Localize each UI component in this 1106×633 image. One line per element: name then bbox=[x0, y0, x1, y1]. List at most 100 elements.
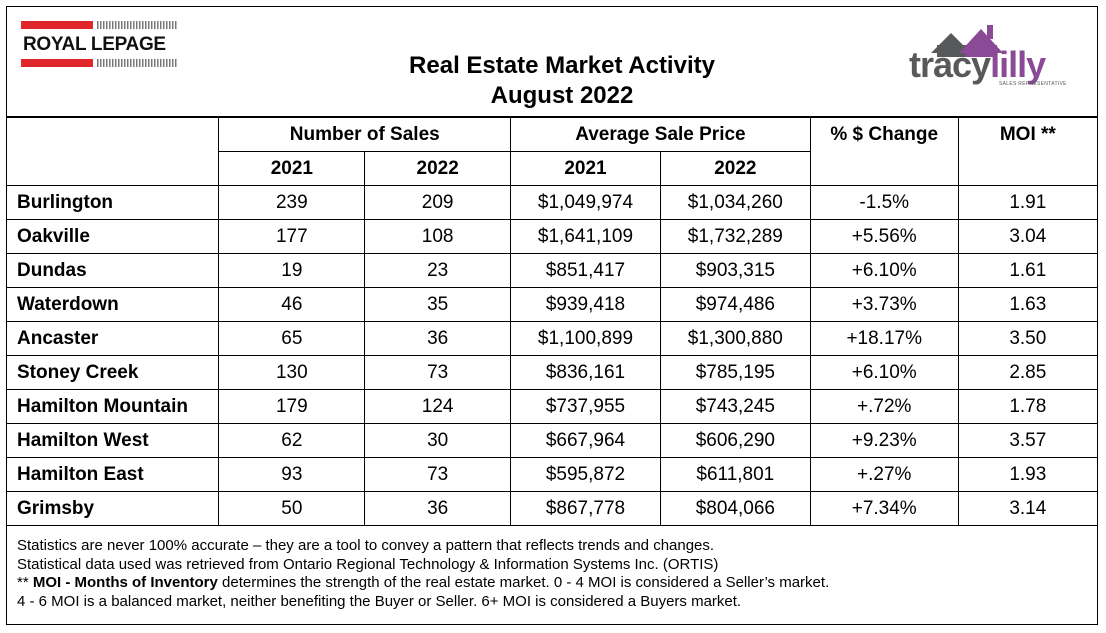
cell-city: Ancaster bbox=[7, 321, 220, 356]
cell-s2022: 36 bbox=[364, 321, 512, 356]
header-average-sale-price: Average Sale Price bbox=[510, 117, 811, 152]
cell-moi: 2.85 bbox=[957, 355, 1097, 390]
cell-s2022: 108 bbox=[364, 219, 512, 254]
cell-moi: 1.78 bbox=[957, 389, 1097, 424]
cell-p2022: $743,245 bbox=[659, 389, 811, 424]
cell-moi: 3.50 bbox=[957, 321, 1097, 356]
cell-p2022: $1,732,289 bbox=[659, 219, 811, 254]
cell-p2022: $804,066 bbox=[659, 491, 811, 526]
house-icon bbox=[931, 25, 1003, 57]
table-row: Dundas 19 23 $851,417 $903,315 +6.10% 1.61 bbox=[7, 253, 1097, 288]
cell-s2022: 124 bbox=[364, 389, 512, 424]
cell-p2022: $974,486 bbox=[659, 287, 811, 322]
cell-s2022: 73 bbox=[364, 355, 512, 390]
cell-p2022: $1,034,260 bbox=[659, 185, 811, 220]
table-subheader-row: 2021 2022 2021 2022 bbox=[7, 151, 1097, 186]
royal-lepage-logo: ROYAL LEPAGE bbox=[21, 17, 177, 73]
cell-city: Hamilton Mountain bbox=[7, 389, 220, 424]
subheader-blank-cell bbox=[7, 151, 220, 186]
cell-change: +3.73% bbox=[809, 287, 959, 322]
cell-s2021: 130 bbox=[218, 355, 366, 390]
table-row: Hamilton East 93 73 $595,872 $611,801 +.27% 1.… bbox=[7, 457, 1097, 492]
cell-p2022: $903,315 bbox=[659, 253, 811, 288]
cell-change: +6.10% bbox=[809, 355, 959, 390]
cell-moi: 1.93 bbox=[957, 457, 1097, 492]
report-frame: ROYAL LEPAGE Real Estate Market Activity… bbox=[6, 6, 1098, 625]
tracy-lilly-logo-text: tracylilly bbox=[909, 44, 1046, 85]
cell-p2021: $836,161 bbox=[510, 355, 661, 390]
table-row: Burlington 239 209 $1,049,974 $1,034,260 -1.5… bbox=[7, 185, 1097, 220]
cell-p2021: $595,872 bbox=[510, 457, 661, 492]
cell-s2021: 65 bbox=[218, 321, 366, 356]
cell-change: +5.56% bbox=[809, 219, 959, 254]
cell-p2021: $1,100,899 bbox=[510, 321, 661, 356]
footnote-2: Statistical data used was retrieved from… bbox=[17, 555, 719, 573]
cell-p2021: $667,964 bbox=[510, 423, 661, 458]
cell-s2021: 179 bbox=[218, 389, 366, 424]
cell-s2021: 62 bbox=[218, 423, 366, 458]
cell-change: +7.34% bbox=[809, 491, 959, 526]
cell-moi: 3.14 bbox=[957, 491, 1097, 526]
cell-city: Hamilton West bbox=[7, 423, 220, 458]
footnote-4: 4 - 6 MOI is a balanced market, neither … bbox=[17, 592, 742, 610]
cell-city: Stoney Creek bbox=[7, 355, 220, 390]
cell-city: Hamilton East bbox=[7, 457, 220, 492]
report-subtitle: August 2022 bbox=[490, 82, 634, 109]
table-row: Grimsby 50 36 $867,778 $804,066 +7.34% 3.14 bbox=[7, 491, 1097, 526]
cell-city: Waterdown bbox=[7, 287, 220, 322]
report-title: Real Estate Market Activity bbox=[409, 52, 715, 79]
table-row: Hamilton Mountain 179 124 $737,955 $743,245 +… bbox=[7, 389, 1097, 424]
table-body: Burlington 239 209 $1,049,974 $1,034,260 -1.5… bbox=[7, 185, 1097, 526]
table-row: Hamilton West 62 30 $667,964 $606,290 +9.23% 3… bbox=[7, 423, 1097, 458]
subheader-price-2022: 2022 bbox=[659, 151, 811, 186]
cell-s2021: 50 bbox=[218, 491, 366, 526]
cell-change: +6.10% bbox=[809, 253, 959, 288]
subheader-moi-blank bbox=[957, 151, 1097, 186]
table-row: Ancaster 65 36 $1,100,899 $1,300,880 +18.17% 3… bbox=[7, 321, 1097, 356]
cell-s2022: 73 bbox=[364, 457, 512, 492]
cell-p2021: $1,641,109 bbox=[510, 219, 661, 254]
cell-p2022: $1,300,880 bbox=[659, 321, 811, 356]
cell-city: Burlington bbox=[7, 185, 220, 220]
cell-s2022: 35 bbox=[364, 287, 512, 322]
cell-s2021: 93 bbox=[218, 457, 366, 492]
header-moi: MOI ** bbox=[957, 117, 1097, 152]
header-percent-change: % $ Change bbox=[809, 117, 959, 152]
subheader-change-blank bbox=[809, 151, 959, 186]
table-header-row: Number of Sales Average Sale Price % $ C… bbox=[7, 117, 1097, 152]
cell-p2021: $939,418 bbox=[510, 287, 661, 322]
cell-change: +18.17% bbox=[809, 321, 959, 356]
cell-city: Grimsby bbox=[7, 491, 220, 526]
cell-s2021: 19 bbox=[218, 253, 366, 288]
cell-s2021: 46 bbox=[218, 287, 366, 322]
cell-moi: 1.61 bbox=[957, 253, 1097, 288]
footnote-3: ** MOI - Months of Inventory determines … bbox=[17, 574, 830, 591]
cell-s2022: 23 bbox=[364, 253, 512, 288]
cell-p2021: $851,417 bbox=[510, 253, 661, 288]
header-number-of-sales: Number of Sales bbox=[218, 117, 512, 152]
cell-p2022: $611,801 bbox=[659, 457, 811, 492]
table-row: Waterdown 46 35 $939,418 $974,486 +3.73% 1.63 bbox=[7, 287, 1097, 322]
cell-p2021: $737,955 bbox=[510, 389, 661, 424]
cell-moi: 3.57 bbox=[957, 423, 1097, 458]
cell-city: Oakville bbox=[7, 219, 220, 254]
cell-p2022: $606,290 bbox=[659, 423, 811, 458]
cell-s2021: 239 bbox=[218, 185, 366, 220]
subheader-price-2021: 2021 bbox=[510, 151, 661, 186]
cell-change: +9.23% bbox=[809, 423, 959, 458]
cell-moi: 1.63 bbox=[957, 287, 1097, 322]
cell-s2022: 30 bbox=[364, 423, 512, 458]
subheader-sales-2021: 2021 bbox=[218, 151, 366, 186]
cell-s2021: 177 bbox=[218, 219, 366, 254]
footnote-1: Statistics are never 100% accurate – the… bbox=[17, 537, 715, 554]
cell-moi: 1.91 bbox=[957, 185, 1097, 220]
cell-p2021: $1,049,974 bbox=[510, 185, 661, 220]
table-row: Oakville 177 108 $1,641,109 $1,732,289 +5.56%… bbox=[7, 219, 1097, 254]
cell-p2021: $867,778 bbox=[510, 491, 661, 526]
royal-lepage-logo-text: ROYAL LEPAGE bbox=[23, 34, 166, 55]
cell-change: -1.5% bbox=[809, 185, 959, 220]
footnotes: Statistics are never 100% accurate – the… bbox=[17, 537, 1087, 611]
cell-s2022: 209 bbox=[364, 185, 512, 220]
cell-p2022: $785,195 bbox=[659, 355, 811, 390]
market-activity-table: Number of Sales Average Sale Price % $ C… bbox=[7, 117, 1097, 526]
